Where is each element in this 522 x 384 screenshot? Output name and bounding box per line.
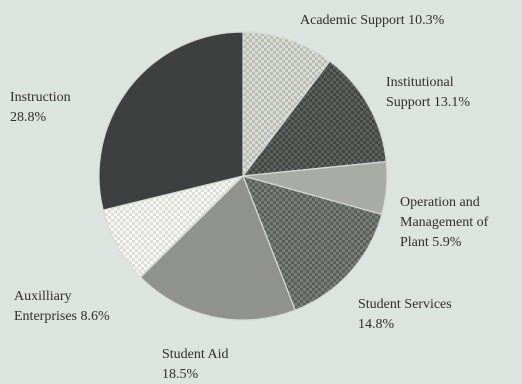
- slice-label-line: Instruction: [10, 90, 71, 105]
- slice-label-0: Academic Support 10.3%: [300, 13, 445, 28]
- slice-label-6: Instruction 28.8%: [10, 90, 71, 125]
- slice-label-line: Enterprises 8.6%: [14, 309, 110, 324]
- slice-label-line: Student Aid: [162, 347, 229, 362]
- slice-label-3: Student Services 14.8%: [358, 297, 452, 332]
- slice-label-line: 14.8%: [358, 317, 395, 332]
- pie-slice-0: [242, 31, 331, 178]
- slice-label-line: Support 13.1%: [386, 95, 470, 110]
- slice-label-5: Auxilliary Enterprises 8.6%: [14, 289, 110, 324]
- slice-label-line: 18.5%: [162, 367, 199, 382]
- pie-slice-4: [139, 174, 296, 321]
- pie-labels: Academic Support 10.3% Institutional Suppo…: [10, 13, 489, 382]
- slice-label-line: Auxilliary: [14, 289, 72, 304]
- slice-label-line: 28.8%: [10, 110, 47, 125]
- pie-slice-1: [241, 60, 387, 177]
- slice-label-4: Student Aid 18.5%: [162, 347, 229, 382]
- slice-label-line: Management of: [400, 215, 489, 230]
- slice-label-1: Institutional Support 13.1%: [386, 75, 470, 110]
- slice-label-line: Plant 5.9%: [400, 235, 462, 250]
- pie-slices: [98, 31, 388, 321]
- pie-slice-3: [242, 175, 383, 311]
- slice-label-line: Academic Support 10.3%: [300, 13, 445, 28]
- slice-label-line: Institutional: [386, 75, 454, 90]
- slice-label-line: Operation and: [400, 195, 480, 210]
- pie-slice-6: [98, 31, 244, 211]
- slice-label-line: Student Services: [358, 297, 452, 312]
- slice-label-2: Operation and Management of Plant 5.9%: [400, 195, 489, 250]
